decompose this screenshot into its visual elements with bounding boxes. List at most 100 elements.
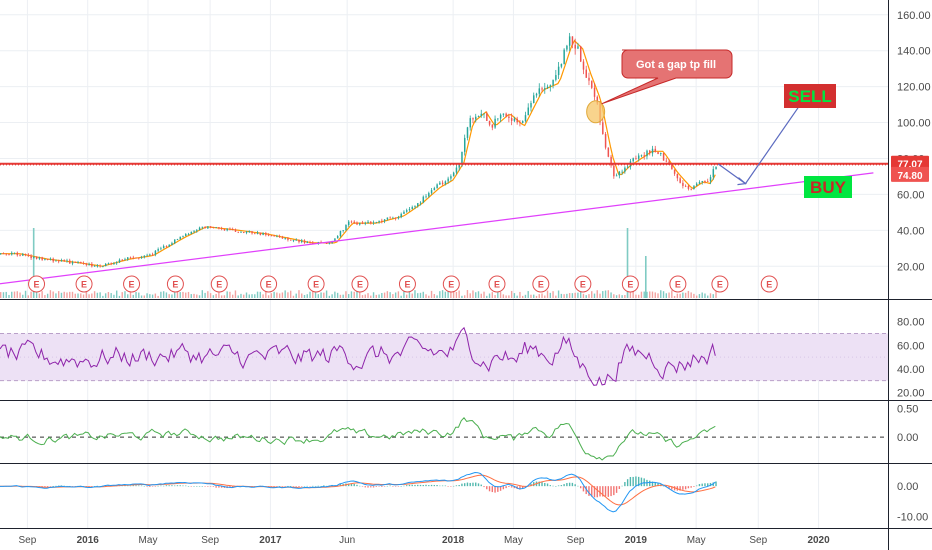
candle-body <box>455 167 458 173</box>
volume-bar <box>356 291 358 298</box>
earnings-marker: E <box>75 275 93 293</box>
candle-body <box>129 257 132 259</box>
volume-bar <box>632 290 634 298</box>
candle-body <box>574 44 576 49</box>
volume-bar <box>544 295 546 298</box>
candle-body <box>444 181 447 184</box>
candle-body <box>287 238 289 240</box>
candle-body <box>96 265 99 267</box>
candle-body <box>334 238 336 242</box>
macd-histogram-bar <box>292 486 295 487</box>
x-tick-label: Sep <box>201 535 219 546</box>
sell-signal: SELL <box>784 84 836 108</box>
volume-bar <box>533 294 535 298</box>
macd-histogram-bar <box>375 486 378 487</box>
earnings-marker-label: E <box>34 280 40 290</box>
candle-body <box>516 118 518 123</box>
x-axis: Sep 2016 May Sep 2017 Jun 2018 May Sep 2019 May Sep… <box>19 535 831 546</box>
candle-body <box>284 238 286 240</box>
earnings-marker: E <box>307 275 325 293</box>
candle-body <box>483 113 485 115</box>
candle-body <box>588 77 590 81</box>
earnings-marker-label: E <box>313 280 319 290</box>
candle-body <box>262 233 264 235</box>
earnings-marker-label: E <box>494 280 500 290</box>
volume-bar <box>607 290 610 298</box>
candle-body <box>701 181 704 183</box>
candle-body <box>508 116 510 118</box>
candle-body <box>231 229 234 230</box>
candle-body <box>632 158 634 162</box>
volume-bar <box>165 292 168 298</box>
macd-histogram-bar <box>618 486 621 489</box>
candle-body <box>378 220 380 223</box>
volume-bar <box>176 291 179 298</box>
candle-body <box>557 66 560 76</box>
volume-bar <box>11 291 13 298</box>
macd-histogram-bar <box>452 485 455 487</box>
earnings-marker: E <box>442 275 460 293</box>
candle-body <box>82 263 85 264</box>
candle-body <box>439 182 441 185</box>
macd-histogram-bar <box>160 485 162 487</box>
volume-bar <box>516 295 518 298</box>
volume-bar <box>292 295 295 298</box>
candle-body <box>530 103 532 108</box>
macd-histogram-bar <box>165 485 168 487</box>
volume-bar <box>488 293 491 298</box>
volume-bar <box>629 290 632 298</box>
macd-histogram-bar <box>309 486 311 487</box>
macd-histogram-bar <box>599 486 601 497</box>
volume-bar <box>557 290 560 298</box>
macd-histogram-bar <box>472 482 474 487</box>
macd-histogram-bar <box>552 485 554 487</box>
x-tick-label: May <box>504 535 523 546</box>
candle-body <box>251 231 253 234</box>
macd-histogram-bar <box>549 485 552 487</box>
volume-bar <box>475 292 477 298</box>
candle-body <box>417 203 419 207</box>
volume-bar <box>314 291 317 298</box>
macd-histogram-bar <box>284 486 286 487</box>
candle-body <box>524 115 527 122</box>
rsi-tick-label: 60.00 <box>897 340 925 352</box>
candle-body <box>240 232 242 233</box>
volume-bar <box>649 291 651 298</box>
macd-histogram-bar <box>60 485 63 487</box>
candle-body <box>173 239 176 244</box>
macd-histogram-bar <box>483 486 485 488</box>
volume-bar <box>480 293 482 298</box>
rsi-line <box>0 326 716 386</box>
volume-bar <box>662 291 665 298</box>
volume-bar <box>190 294 192 298</box>
volume-bar <box>386 291 389 298</box>
earnings-marker-label: E <box>675 280 681 290</box>
candle-body <box>347 221 350 226</box>
earnings-marker-label: E <box>357 280 363 290</box>
candle-body <box>475 116 477 120</box>
candle-body <box>278 236 281 238</box>
candle-body <box>248 231 251 233</box>
volume-bar <box>513 293 516 298</box>
macd-histogram-bar <box>359 485 361 487</box>
volume-bar <box>295 293 297 298</box>
volume-bar <box>450 291 452 298</box>
x-tick-label: 2018 <box>442 535 465 546</box>
earnings-marker-circle <box>166 275 184 293</box>
candle-body <box>110 263 112 265</box>
macd-histogram-bar <box>129 485 132 487</box>
candle-body <box>361 222 364 224</box>
volume-bar <box>140 295 143 298</box>
macd-histogram-bar <box>695 485 698 487</box>
volume-bar <box>162 291 165 298</box>
candle-body <box>60 260 63 262</box>
volume-bar <box>519 291 521 298</box>
macd-histogram-bar <box>640 477 643 487</box>
candle-body <box>621 171 623 173</box>
volume-bar <box>284 290 286 298</box>
volume-bar <box>132 294 134 298</box>
volume-bar <box>306 294 308 298</box>
volume-bar <box>508 295 510 298</box>
volume-bar <box>66 292 68 298</box>
